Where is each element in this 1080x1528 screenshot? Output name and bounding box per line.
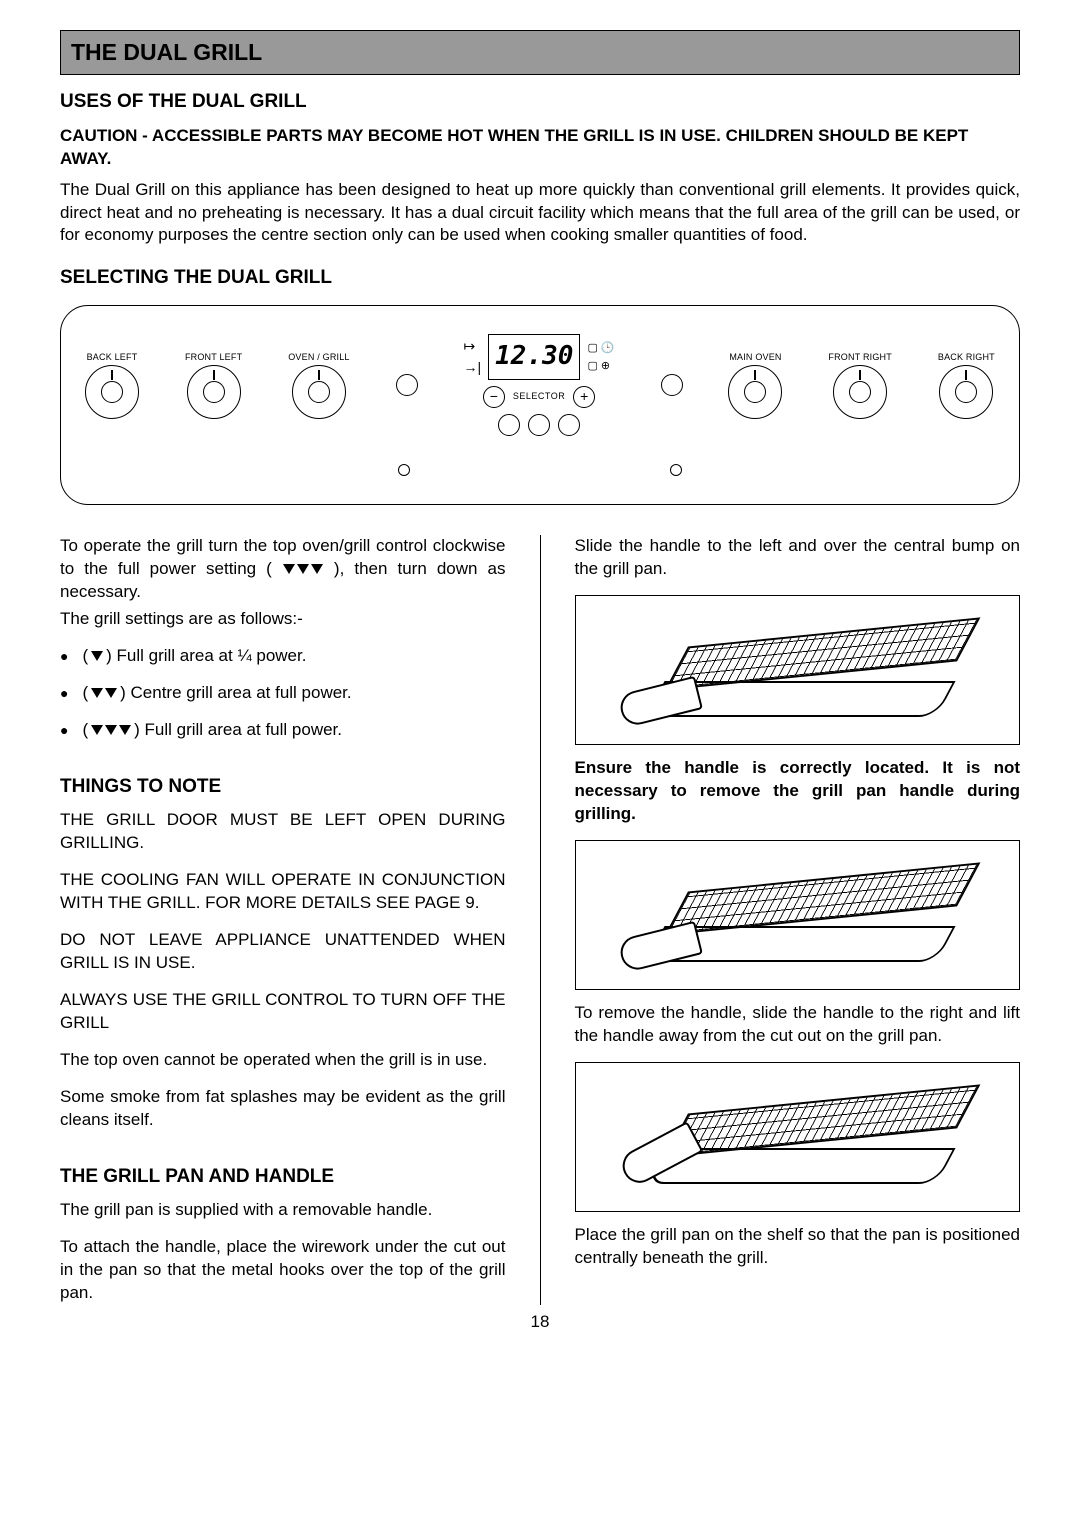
- settings-list: ( ) Full grill area at ¼ power. ( ) Cent…: [60, 645, 506, 756]
- column-divider: [540, 535, 541, 1305]
- clock-left-icons: ↦→|: [464, 337, 482, 377]
- note-5: The top oven cannot be operated when the…: [60, 1049, 506, 1072]
- section-title: THE DUAL GRILL: [71, 37, 1009, 68]
- right-p4: Place the grill pan on the shelf so that…: [575, 1224, 1021, 1270]
- two-column-layout: To operate the grill turn the top oven/g…: [60, 535, 1020, 1305]
- left-column: To operate the grill turn the top oven/g…: [60, 535, 506, 1305]
- clock-right-icons: ▢ 🕒▢ ⊕: [587, 341, 614, 374]
- setting-2: ( ) Centre grill area at full power.: [60, 682, 506, 705]
- note-1: THE GRILL DOOR MUST BE LEFT OPEN DURING …: [60, 809, 506, 855]
- page-number: 18: [60, 1311, 1020, 1334]
- grill-pan-handle-heading: THE GRILL PAN AND HANDLE: [60, 1164, 506, 1190]
- knob-front-left: FRONT LEFT: [185, 351, 242, 419]
- grill-mode-icon: [396, 374, 418, 396]
- clock-module: ↦→| 12.30 ▢ 🕒▢ ⊕ − SELECTOR +: [464, 334, 615, 435]
- things-to-note-heading: THINGS TO NOTE: [60, 774, 506, 800]
- setting-3: ( ) Full grill area at full power.: [60, 719, 506, 742]
- right-column: Slide the handle to the left and over th…: [575, 535, 1021, 1305]
- note-6: Some smoke from fat splashes may be evid…: [60, 1086, 506, 1132]
- caution-text: CAUTION - ACCESSIBLE PARTS MAY BECOME HO…: [60, 125, 1020, 171]
- uses-body: The Dual Grill on this appliance has bee…: [60, 179, 1020, 248]
- panel-row: BACK LEFT FRONT LEFT OVEN / GRILL ↦→| 12…: [85, 334, 995, 435]
- fan-mode-icon: [661, 374, 683, 396]
- right-p3: To remove the handle, slide the handle t…: [575, 1002, 1021, 1048]
- uses-heading: USES OF THE DUAL GRILL: [60, 89, 1020, 115]
- grill-pan-figure-1: [575, 595, 1021, 745]
- handle-p1: The grill pan is supplied with a removab…: [60, 1199, 506, 1222]
- knob-front-right: FRONT RIGHT: [828, 351, 892, 419]
- section-header-bar: THE DUAL GRILL: [60, 30, 1020, 75]
- follows-text: The grill settings are as follows:-: [60, 608, 506, 631]
- note-2: THE COOLING FAN WILL OPERATE IN CONJUNCT…: [60, 869, 506, 915]
- clock-display: 12.30: [488, 334, 580, 379]
- right-p1: Slide the handle to the left and over th…: [575, 535, 1021, 581]
- minus-button: −: [483, 386, 505, 408]
- handle-p2: To attach the handle, place the wirework…: [60, 1236, 506, 1305]
- knob-oven-grill: OVEN / GRILL: [288, 351, 349, 419]
- knob-back-right: BACK RIGHT: [938, 351, 995, 419]
- setting-1: ( ) Full grill area at ¼ power.: [60, 645, 506, 668]
- note-4: ALWAYS USE THE GRILL CONTROL TO TURN OFF…: [60, 989, 506, 1035]
- grill-pan-figure-2: [575, 840, 1021, 990]
- knob-back-left: BACK LEFT: [85, 351, 139, 419]
- plus-button: +: [573, 386, 595, 408]
- selector-label: SELECTOR: [513, 390, 565, 402]
- operate-text: To operate the grill turn the top oven/g…: [60, 535, 506, 604]
- selecting-heading: SELECTING THE DUAL GRILL: [60, 265, 1020, 291]
- knob-main-oven: MAIN OVEN: [728, 351, 782, 419]
- grill-pan-figure-3: [575, 1062, 1021, 1212]
- right-p2: Ensure the handle is correctly located. …: [575, 757, 1021, 826]
- control-panel-figure: BACK LEFT FRONT LEFT OVEN / GRILL ↦→| 12…: [60, 305, 1020, 505]
- note-3: DO NOT LEAVE APPLIANCE UNATTENDED WHEN G…: [60, 929, 506, 975]
